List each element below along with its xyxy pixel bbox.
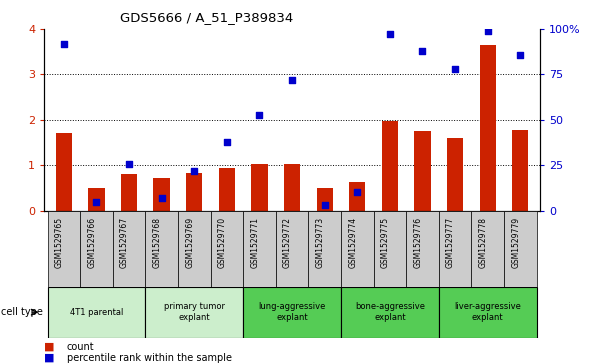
Bar xyxy=(186,174,202,211)
Text: GSM1529768: GSM1529768 xyxy=(153,217,162,268)
Bar xyxy=(153,178,170,211)
Bar xyxy=(48,287,145,338)
Point xyxy=(157,195,166,201)
Bar xyxy=(439,211,471,287)
Text: GSM1529765: GSM1529765 xyxy=(55,217,64,268)
Point xyxy=(516,52,525,58)
Point xyxy=(189,168,199,174)
Bar xyxy=(145,211,178,287)
Bar xyxy=(243,287,341,338)
Bar xyxy=(178,211,211,287)
Point xyxy=(418,48,427,54)
Point xyxy=(124,161,134,167)
Bar xyxy=(55,133,72,211)
Point xyxy=(255,113,264,118)
Bar xyxy=(341,211,373,287)
Point xyxy=(483,28,493,34)
Text: GSM1529775: GSM1529775 xyxy=(381,217,390,268)
Bar xyxy=(316,188,333,211)
Bar xyxy=(309,211,341,287)
Text: GSM1529774: GSM1529774 xyxy=(348,217,358,268)
Bar xyxy=(113,211,145,287)
Bar xyxy=(121,174,137,211)
Bar xyxy=(373,211,406,287)
Text: lung-aggressive
explant: lung-aggressive explant xyxy=(258,302,326,322)
Text: primary tumor
explant: primary tumor explant xyxy=(164,302,225,322)
Text: GSM1529769: GSM1529769 xyxy=(185,217,194,268)
Text: GSM1529776: GSM1529776 xyxy=(414,217,422,268)
Bar xyxy=(251,164,268,211)
Text: GSM1529772: GSM1529772 xyxy=(283,217,292,268)
Bar xyxy=(145,287,243,338)
Point xyxy=(450,66,460,72)
Text: ■: ■ xyxy=(44,342,55,352)
Point xyxy=(59,41,68,46)
Bar xyxy=(349,182,365,211)
Bar xyxy=(512,130,529,211)
Bar xyxy=(284,164,300,211)
Text: GSM1529773: GSM1529773 xyxy=(316,217,325,268)
Bar xyxy=(80,211,113,287)
Point xyxy=(287,77,297,83)
Bar xyxy=(406,211,439,287)
Text: percentile rank within the sample: percentile rank within the sample xyxy=(67,353,232,363)
Text: GSM1529779: GSM1529779 xyxy=(512,217,520,268)
Point xyxy=(222,140,231,146)
Bar xyxy=(276,211,309,287)
Text: GSM1529770: GSM1529770 xyxy=(218,217,227,268)
Text: GSM1529777: GSM1529777 xyxy=(446,217,455,268)
Bar xyxy=(219,168,235,211)
Bar xyxy=(439,287,536,338)
Bar xyxy=(341,287,439,338)
Bar xyxy=(447,138,463,211)
Text: GSM1529767: GSM1529767 xyxy=(120,217,129,268)
Text: GDS5666 / A_51_P389834: GDS5666 / A_51_P389834 xyxy=(120,11,293,24)
Bar xyxy=(243,211,276,287)
Text: GSM1529766: GSM1529766 xyxy=(87,217,96,268)
Bar xyxy=(211,211,243,287)
Bar xyxy=(414,131,431,211)
Text: ■: ■ xyxy=(44,353,55,363)
Text: liver-aggressive
explant: liver-aggressive explant xyxy=(454,302,521,322)
Text: bone-aggressive
explant: bone-aggressive explant xyxy=(355,302,425,322)
Text: cell type: cell type xyxy=(1,307,43,317)
Bar xyxy=(471,211,504,287)
Point xyxy=(353,189,362,195)
Point xyxy=(91,200,101,205)
Bar xyxy=(480,45,496,211)
Point xyxy=(320,202,329,208)
Text: GSM1529771: GSM1529771 xyxy=(250,217,260,268)
Bar xyxy=(504,211,536,287)
Text: 4T1 parental: 4T1 parental xyxy=(70,308,123,317)
Text: count: count xyxy=(67,342,94,352)
Bar xyxy=(382,121,398,211)
Bar xyxy=(48,211,80,287)
Text: GSM1529778: GSM1529778 xyxy=(478,217,488,268)
Point xyxy=(385,32,395,37)
Bar xyxy=(88,188,104,211)
